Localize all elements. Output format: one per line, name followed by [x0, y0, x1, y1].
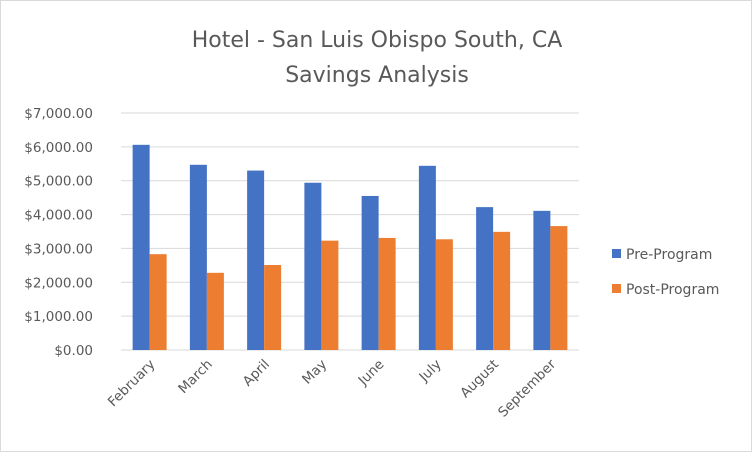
bar-post-program: [321, 240, 339, 350]
bar-pre-program: [533, 210, 551, 350]
y-tick-label: $7,000.00: [24, 106, 93, 122]
bar-pre-program: [247, 170, 265, 350]
bar-post-program: [264, 265, 282, 350]
x-tick-label: September: [495, 356, 559, 420]
bar-pre-program: [361, 195, 379, 350]
x-tick-label: July: [416, 357, 445, 386]
y-axis-tick-labels: $0.00 $1,000.00 $2,000.00 $3,000.00 $4,000.0…: [24, 106, 93, 359]
x-tick-label: August: [457, 357, 502, 402]
legend-swatch: [612, 284, 621, 293]
y-tick-label: $2,000.00: [24, 275, 93, 291]
legend-label: Post-Program: [626, 282, 719, 298]
y-tick-label: $6,000.00: [24, 140, 93, 156]
legend-swatch: [612, 249, 621, 258]
bar-pre-program: [189, 164, 207, 350]
x-tick-label: March: [175, 357, 215, 397]
bar-pre-program: [476, 207, 494, 350]
x-tick-label: April: [240, 357, 273, 390]
bar-pre-program: [418, 165, 436, 350]
y-tick-label: $4,000.00: [24, 208, 93, 224]
x-tick-label: May: [299, 357, 330, 388]
bar-post-program: [378, 237, 396, 350]
bar-post-program: [149, 254, 167, 350]
bar-pre-program: [132, 144, 150, 350]
legend-label: Pre-Program: [626, 247, 712, 263]
x-tick-label: February: [105, 357, 159, 411]
legend: Pre-Program Post-Program: [612, 247, 719, 298]
y-tick-label: $3,000.00: [24, 241, 93, 257]
x-axis-tick-labels: February March April May June July AugustSepte…: [105, 356, 560, 420]
gridlines: [121, 112, 579, 351]
chart-subtitle: Savings Analysis: [285, 63, 469, 88]
x-tick-label: June: [355, 357, 388, 390]
y-tick-label: $1,000.00: [24, 309, 93, 325]
bar-pre-program: [304, 182, 322, 350]
bars: [132, 144, 568, 350]
y-tick-label: $0.00: [54, 343, 93, 359]
bar-post-program: [550, 226, 568, 350]
chart-title: Hotel - San Luis Obispo South, CA: [192, 28, 563, 53]
bar-post-program: [493, 231, 511, 350]
bar-post-program: [206, 272, 224, 350]
bar-post-program: [435, 239, 453, 350]
y-tick-label: $5,000.00: [24, 174, 93, 190]
